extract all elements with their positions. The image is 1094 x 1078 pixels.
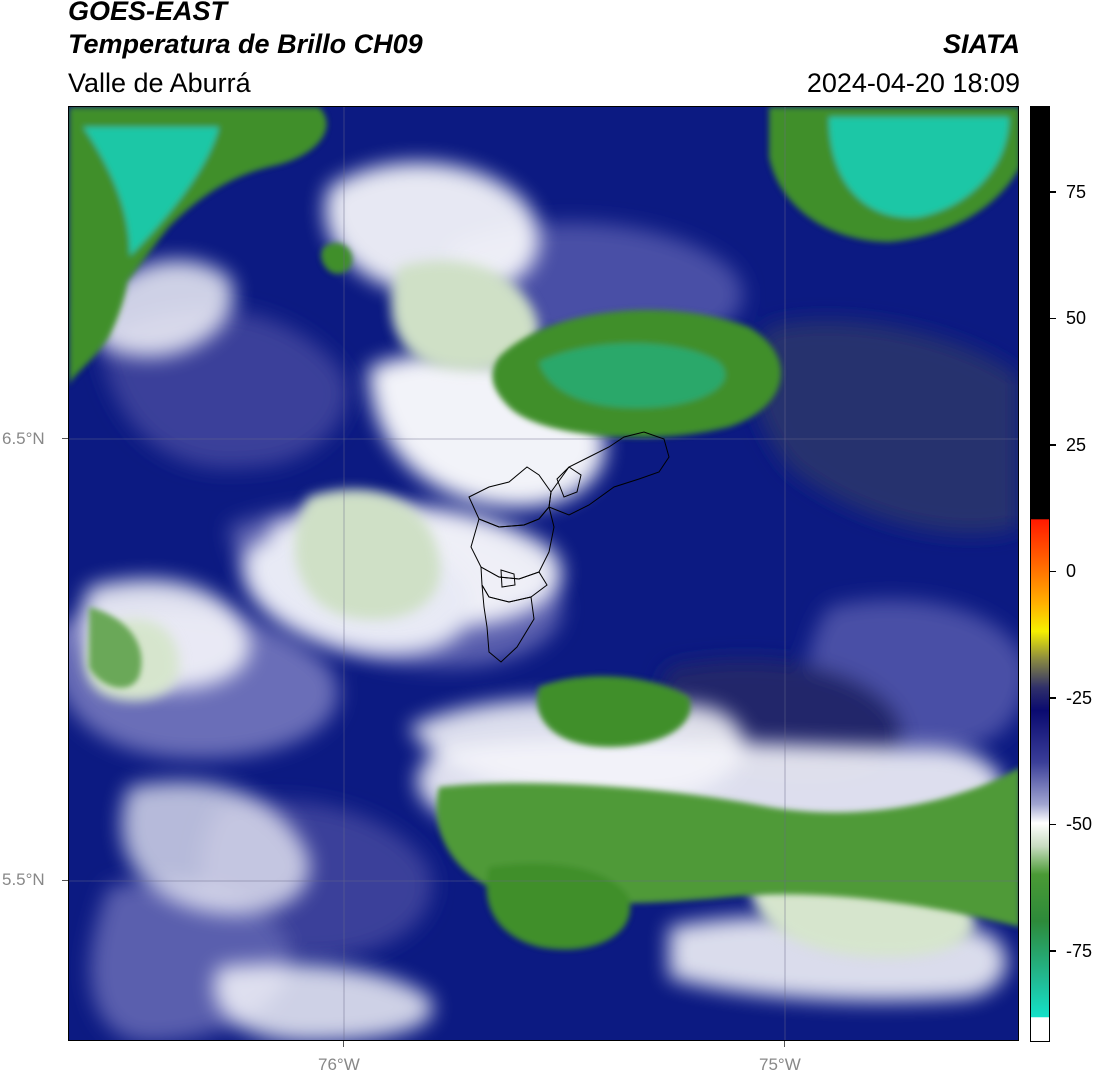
colorbar-tick (1050, 317, 1056, 320)
colorbar-tick (1050, 570, 1056, 573)
lat-tick-5-5n (62, 880, 68, 881)
municipality-boundaries (468, 431, 670, 663)
latitude-label-6-5n: 6.5°N (2, 429, 45, 448)
colorbar-tick-label: 50 (1066, 308, 1087, 329)
colorbar-tick (1050, 823, 1056, 826)
longitude-label-75w: 75°W (759, 1055, 801, 1074)
map-gridlines (69, 107, 1018, 1040)
title-line-1: GOES-EAST (68, 0, 228, 26)
lat-tick-6-5n (62, 438, 68, 439)
lon-tick-75w (784, 1041, 785, 1047)
lon-tick-76w (343, 1041, 344, 1047)
timestamp-label: 2024-04-20 18:09 (806, 68, 1020, 98)
colorbar-tick (1050, 697, 1056, 699)
region-subtitle: Valle de Aburrá (68, 68, 251, 98)
agency-title: SIATA (943, 29, 1020, 59)
temperature-colorbar (1030, 106, 1050, 1042)
colorbar-tick-label: -25 (1066, 687, 1093, 708)
satellite-map (68, 106, 1019, 1041)
warm-surface-regions (69, 107, 1018, 950)
colorbar-tick-label: 0 (1066, 561, 1077, 582)
colorbar-tick (1050, 191, 1056, 193)
colorbar-tick (1050, 444, 1056, 446)
colorbar-gradient (1031, 107, 1049, 1041)
title-line-2: Temperatura de Brillo CH09 (68, 29, 423, 59)
brightness-temperature-field (69, 107, 1018, 1040)
colorbar-tick (1050, 950, 1056, 952)
colorbar-tick-label: 25 (1066, 434, 1087, 455)
colorbar-tick-label: 75 (1066, 182, 1087, 202)
colorbar-tick-label: -50 (1066, 814, 1093, 835)
longitude-label-76w: 76°W (318, 1055, 360, 1074)
colorbar-tick-label: -75 (1066, 940, 1093, 961)
latitude-label-5-5n: 5.5°N (2, 870, 45, 889)
